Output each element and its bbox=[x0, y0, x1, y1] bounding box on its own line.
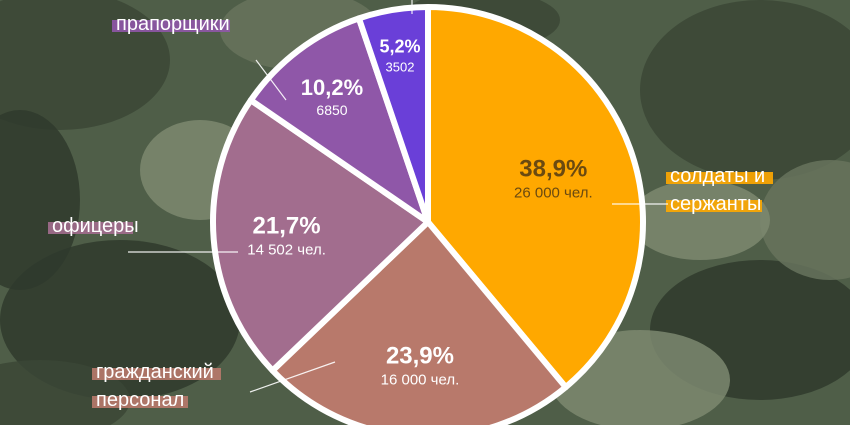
camo-blob bbox=[0, 110, 80, 290]
pie-slice-2 bbox=[210, 97, 431, 374]
slice-percent-label: 5,2% bbox=[379, 36, 420, 56]
camo-blob bbox=[760, 160, 850, 280]
leader-line bbox=[255, 59, 287, 101]
label-highlight bbox=[666, 172, 773, 184]
pie-slice-1 bbox=[269, 219, 569, 425]
pie-slice-3 bbox=[247, 15, 431, 225]
slice-count-label: 3502 bbox=[386, 59, 415, 74]
slice-count-label: 14 502 чел. bbox=[247, 241, 326, 258]
label-civil: гражданский персонал bbox=[92, 361, 221, 411]
category-label-text: прапорщики bbox=[116, 13, 230, 35]
slice-percent-label: 23,9% bbox=[386, 343, 454, 370]
pie-slice-4 bbox=[355, 4, 431, 225]
camo-blob bbox=[0, 0, 170, 130]
label-highlight bbox=[48, 222, 133, 234]
camo-blob bbox=[640, 0, 850, 180]
slice-percent-label: 10,2% bbox=[301, 75, 363, 100]
category-label-text: персонал bbox=[96, 389, 184, 411]
slice-percent-label: 21,7% bbox=[253, 212, 321, 239]
label-highlight bbox=[92, 396, 188, 408]
label-soldiers: солдаты и сержанты bbox=[666, 165, 773, 215]
leader-line bbox=[249, 361, 336, 393]
label-warrants: прапорщики bbox=[112, 13, 230, 35]
label-highlight bbox=[666, 200, 762, 212]
category-label-text: офицеры bbox=[52, 215, 139, 237]
slice-count-label: 6850 bbox=[316, 102, 347, 118]
slice-count-label: 26 000 чел. bbox=[514, 185, 593, 202]
category-label-text: гражданский bbox=[96, 361, 214, 383]
category-label-text: сержанты bbox=[670, 193, 761, 215]
category-label-text: солдаты и bbox=[670, 165, 765, 187]
camo-blob bbox=[0, 240, 240, 400]
camo-blob bbox=[630, 180, 770, 260]
slice-count-label: 16 000 чел. bbox=[381, 372, 460, 389]
slice-percent-label: 38,9% bbox=[519, 156, 587, 183]
label-highlight bbox=[92, 368, 221, 380]
pie-slice-0 bbox=[425, 4, 646, 391]
label-officers: офицеры bbox=[48, 215, 139, 237]
label-highlight bbox=[112, 20, 230, 32]
